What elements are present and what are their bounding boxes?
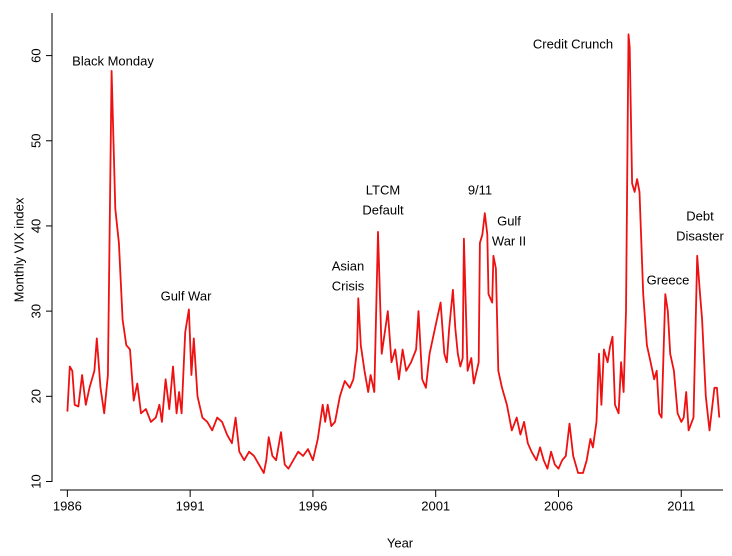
x-tick-label: 2006 bbox=[544, 498, 573, 513]
annotation: Disaster bbox=[676, 228, 724, 243]
y-tick-label: 20 bbox=[28, 389, 43, 403]
y-axis-label: Monthly VIX index bbox=[11, 197, 26, 302]
annotation: War II bbox=[492, 233, 526, 248]
annotation: Black Monday bbox=[72, 53, 154, 68]
x-axis-label: Year bbox=[387, 535, 414, 550]
x-tick-label: 1991 bbox=[176, 498, 205, 513]
annotation: Greece bbox=[647, 272, 690, 287]
annotation: 9/11 bbox=[468, 182, 492, 197]
annotation: Debt bbox=[686, 208, 714, 223]
x-tick-label: 1986 bbox=[53, 498, 82, 513]
annotation: Gulf bbox=[497, 213, 521, 228]
annotation: LTCM bbox=[366, 182, 400, 197]
x-tick-label: 1996 bbox=[298, 498, 327, 513]
y-tick-label: 10 bbox=[28, 474, 43, 488]
y-tick-label: 40 bbox=[28, 219, 43, 233]
x-tick-label: 2011 bbox=[667, 498, 695, 513]
data-line bbox=[66, 33, 721, 474]
annotation: Gulf War bbox=[161, 288, 212, 303]
y-tick-label: 60 bbox=[28, 48, 43, 62]
y-tick-label: 30 bbox=[28, 304, 43, 318]
annotation: Crisis bbox=[332, 278, 365, 293]
annotation: Asian bbox=[332, 258, 365, 273]
x-tick-label: 2001 bbox=[421, 498, 450, 513]
annotation: Default bbox=[362, 202, 404, 217]
y-tick-label: 50 bbox=[28, 134, 43, 148]
annotation: Credit Crunch bbox=[533, 36, 613, 51]
